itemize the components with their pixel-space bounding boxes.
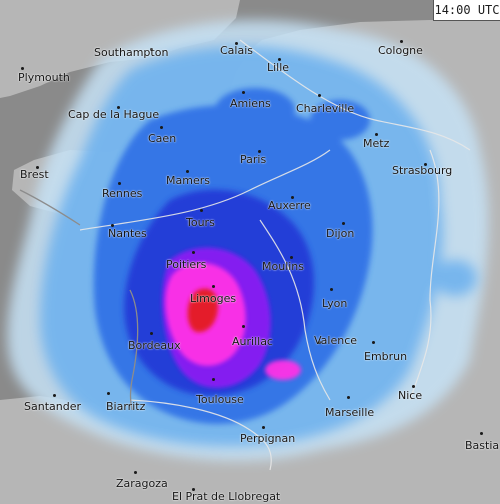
city-label-metz: Metz: [363, 137, 390, 150]
city-label-strasbourg: Strasbourg: [392, 164, 453, 177]
border-line: [409, 149, 440, 401]
city-label-lyon: Lyon: [322, 297, 348, 310]
city-label-nantes: Nantes: [108, 227, 147, 240]
land-corsica: [468, 412, 492, 470]
city-label-lille: Lille: [267, 61, 290, 74]
city-label-el-prat: El Prat de Llobregat: [172, 490, 281, 503]
city-dot: [347, 396, 350, 399]
city-label-embrun: Embrun: [364, 350, 408, 363]
city-label-valence: Valence: [314, 334, 358, 347]
city-dot: [111, 224, 114, 227]
city-dot: [21, 67, 24, 70]
city-label-bastia: Bastia: [465, 439, 500, 452]
city-dot: [134, 471, 137, 474]
city-dot: [342, 222, 345, 225]
city-label-limoges: Limoges: [190, 292, 237, 305]
city-dot: [117, 106, 120, 109]
city-dot: [212, 285, 215, 288]
city-label-biarritz: Biarritz: [106, 400, 146, 413]
borders-and-coast: [79, 39, 471, 471]
city-dot: [262, 426, 265, 429]
precipitation-layer: [7, 20, 489, 461]
city-label-amiens: Amiens: [230, 97, 271, 110]
city-dot: [278, 58, 281, 61]
city-dot: [318, 341, 321, 344]
city-label-dijon: Dijon: [326, 227, 355, 240]
city-label-aurillac: Aurillac: [232, 335, 273, 348]
city-label-paris: Paris: [240, 153, 267, 166]
city-dot: [150, 48, 153, 51]
city-label-santander: Santander: [24, 400, 81, 413]
city-dot: [242, 91, 245, 94]
city-dot: [318, 94, 321, 97]
city-label-tours: Tours: [186, 216, 215, 229]
city-label-plymouth: Plymouth: [18, 71, 70, 84]
city-label-southampton: Southampton: [94, 46, 169, 59]
city-label-calais: Calais: [220, 44, 254, 57]
city-label-mamers: Mamers: [166, 174, 210, 187]
city-label-toulouse: Toulouse: [196, 393, 244, 406]
city-label-marseille: Marseille: [325, 406, 375, 419]
city-label-cap-de-la-hague: Cap de la Hague: [68, 108, 160, 121]
city-dot: [192, 251, 195, 254]
city-dot: [235, 42, 238, 45]
river-line: [259, 219, 331, 401]
city-dot: [330, 288, 333, 291]
city-label-charleville: Charleville: [296, 102, 355, 115]
border-line: [129, 399, 272, 471]
city-dot: [372, 341, 375, 344]
city-label-zaragoza: Zaragoza: [116, 477, 168, 490]
city-label-auxerre: Auxerre: [268, 199, 311, 212]
timestamp-label: 14:00 UTC: [433, 0, 500, 21]
city-dot: [118, 182, 121, 185]
coastline: [19, 189, 81, 226]
precip-extreme-band: [187, 288, 218, 333]
border-line: [239, 39, 471, 151]
city-label-bordeaux: Bordeaux: [128, 339, 181, 352]
city-dot: [424, 163, 427, 166]
borders-coast-grey: [19, 189, 139, 411]
city-dot: [480, 432, 483, 435]
city-label-moulins: Moulins: [262, 260, 305, 273]
city-dot: [107, 392, 110, 395]
city-label-perpignan: Perpignan: [240, 432, 296, 445]
city-label-caen: Caen: [148, 132, 177, 145]
city-dot: [53, 394, 56, 397]
city-label-poitiers: Poitiers: [166, 258, 207, 271]
coastline: [129, 289, 139, 411]
city-dot: [36, 166, 39, 169]
city-dot: [186, 170, 189, 173]
city-dot: [150, 332, 153, 335]
river-line: [79, 149, 331, 231]
city-label-brest: Brest: [20, 168, 49, 181]
city-dot: [200, 209, 203, 212]
city-dot: [290, 256, 293, 259]
city-dot: [160, 126, 163, 129]
city-dot: [258, 150, 261, 153]
city-label-rennes: Rennes: [102, 187, 143, 200]
city-dot: [375, 133, 378, 136]
city-dot: [412, 385, 415, 388]
city-dot: [400, 40, 403, 43]
city-label-cologne: Cologne: [378, 44, 423, 57]
city-dot: [242, 325, 245, 328]
city-dot: [291, 196, 294, 199]
city-dot: [192, 488, 195, 491]
city-dot: [212, 378, 215, 381]
city-label-nice: Nice: [398, 389, 423, 402]
